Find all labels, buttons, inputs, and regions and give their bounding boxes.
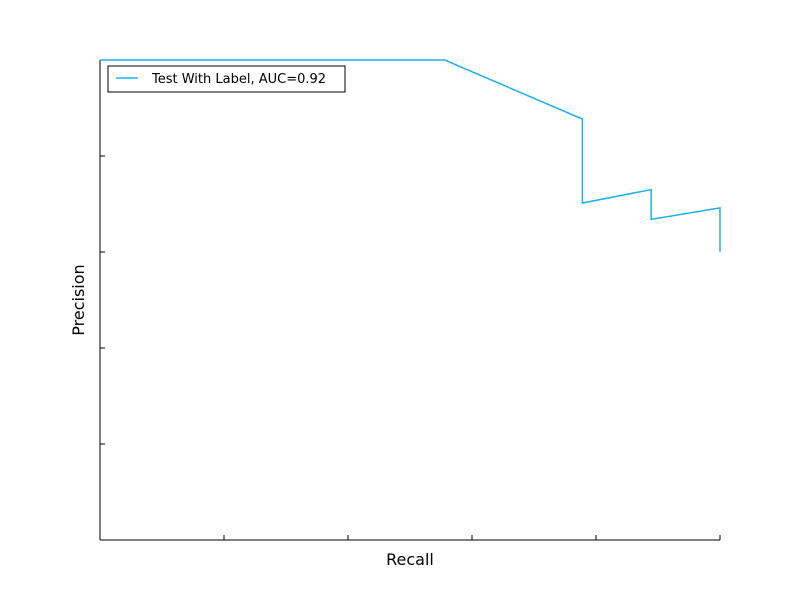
series-line-0 — [100, 59, 721, 252]
y-axis-label: Precision — [69, 264, 88, 335]
legend-box — [107, 65, 346, 93]
ticks — [99, 59, 721, 541]
series-layer — [100, 59, 721, 252]
axes — [99, 60, 720, 541]
x-axis-label: Recall — [386, 550, 434, 569]
legend-entry-label: Test With Label, AUC=0.92 — [151, 72, 326, 87]
legend: Test With Label, AUC=0.92 — [107, 65, 346, 93]
